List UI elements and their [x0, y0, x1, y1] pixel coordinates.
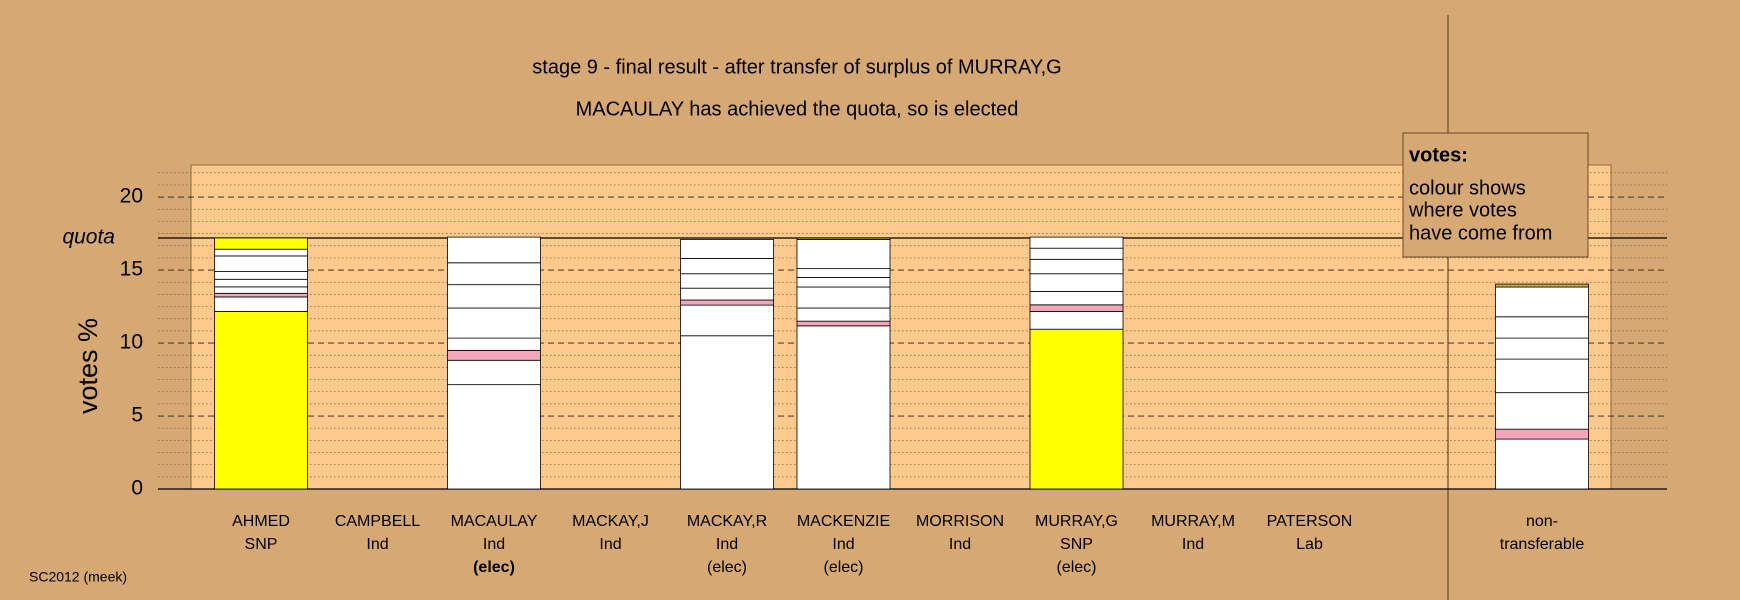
bar-segment: [447, 307, 541, 339]
bar-segment: [796, 325, 891, 490]
bar-segment: [1029, 310, 1124, 330]
x-tick-label: Ind: [716, 536, 738, 553]
bar-segment: [214, 237, 308, 250]
x-tick-label: MACKENZIE: [797, 513, 890, 530]
bar-segment: [214, 248, 308, 257]
legend-line: have come from: [1409, 222, 1552, 244]
legend-line: where votes: [1408, 199, 1517, 221]
x-tick-label: MACKAY,R: [687, 513, 767, 530]
x-tick-label: MACKAY,J: [572, 513, 649, 530]
bar-segment: [1495, 283, 1589, 288]
bar-segment: [447, 384, 541, 490]
bar-segment: [1029, 247, 1124, 260]
bar-segment: [796, 320, 891, 327]
x-tick-label: MURRAY,G: [1035, 513, 1118, 530]
bar-segment: [680, 239, 774, 259]
x-tick-label: (elec): [1056, 559, 1096, 576]
bar-segment: [1495, 337, 1589, 360]
plot-panel: [190, 164, 1612, 490]
legend: votes: colour shows where votes have com…: [1402, 132, 1589, 258]
x-tick-label: Ind: [1182, 536, 1204, 553]
bar-segment: [1029, 304, 1124, 312]
bar-segment: [796, 237, 891, 240]
bar-segment: [1029, 258, 1124, 275]
bar-segment: [214, 286, 308, 294]
bar-segment: [1495, 286, 1589, 318]
bar-segment: [680, 335, 774, 490]
x-tick-label: (elec): [707, 559, 747, 576]
bar-segment: [1029, 273, 1124, 292]
x-tick-label: Ind: [832, 536, 854, 553]
bar-segment: [680, 287, 774, 301]
bar-segment: [796, 276, 891, 288]
x-tick-label: SNP: [245, 536, 278, 553]
x-tick-label: Lab: [1296, 536, 1323, 553]
bar-segment: [796, 268, 891, 278]
x-tick-label: MACAULAY: [451, 513, 538, 530]
y-tick-label: 5: [131, 404, 143, 427]
x-tick-label: SNP: [1060, 536, 1093, 553]
chart-title: stage 9 - final result - after transfer …: [532, 56, 1061, 78]
bar-segment: [447, 262, 541, 286]
bar-segment: [680, 299, 774, 306]
y-tick-label: 0: [131, 477, 143, 500]
x-tick-label: transferable: [1500, 536, 1585, 553]
x-tick-label: (elec): [473, 559, 515, 576]
y-axis-label: votes %: [73, 318, 103, 414]
bar-segment: [447, 337, 541, 351]
bar-segment: [214, 255, 308, 272]
bar-segment: [1029, 328, 1124, 490]
bar-segment: [214, 278, 308, 288]
y-tick-label: 20: [120, 185, 143, 208]
x-tick-label: Ind: [599, 536, 621, 553]
bar-segment: [1495, 438, 1589, 490]
x-tick-label: PATERSON: [1267, 513, 1353, 530]
x-tick-label: MURRAY,M: [1151, 513, 1235, 530]
bar-segment: [796, 307, 891, 322]
legend-box: [1402, 132, 1589, 258]
bar-segment: [1495, 392, 1589, 430]
chart-subtitle: MACAULAY has achieved the quota, so is e…: [576, 98, 1019, 120]
x-tick-label: (elec): [823, 559, 863, 576]
bar-segment: [214, 271, 308, 280]
bar-segment: [1029, 290, 1124, 306]
footer: SC2012 (meek): [29, 569, 127, 585]
y-tick-label: 10: [120, 331, 143, 354]
bar-segment: [680, 273, 774, 289]
x-tick-label: CAMPBELL: [335, 513, 420, 530]
quota-label: quota: [62, 226, 115, 249]
bar-segment: [680, 304, 774, 337]
x-tick-label: MORRISON: [916, 513, 1004, 530]
bar-segment: [214, 310, 308, 490]
legend-title: votes:: [1409, 144, 1468, 166]
bar-segment: [1495, 358, 1589, 394]
bar-segment: [447, 284, 541, 309]
bar-segment: [214, 292, 308, 298]
bar-segment: [680, 258, 774, 275]
x-tick-label: Ind: [483, 536, 505, 553]
bar-segment: [1029, 236, 1124, 249]
bar-segment: [447, 349, 541, 361]
x-tick-label: Ind: [949, 536, 971, 553]
bar-segment: [796, 239, 891, 270]
bar-segment: [1495, 428, 1589, 440]
bar-segment: [214, 296, 308, 312]
x-tick-label: AHMED: [232, 513, 290, 530]
bar-segment: [447, 359, 541, 386]
y-tick-label: 15: [120, 258, 143, 281]
bar-segment: [447, 236, 541, 264]
legend-line: colour shows: [1409, 177, 1526, 199]
x-tick-label: non-: [1526, 513, 1558, 530]
bar-segment: [1495, 316, 1589, 339]
bar-segment: [796, 286, 891, 309]
x-tick-label: Ind: [366, 536, 388, 553]
